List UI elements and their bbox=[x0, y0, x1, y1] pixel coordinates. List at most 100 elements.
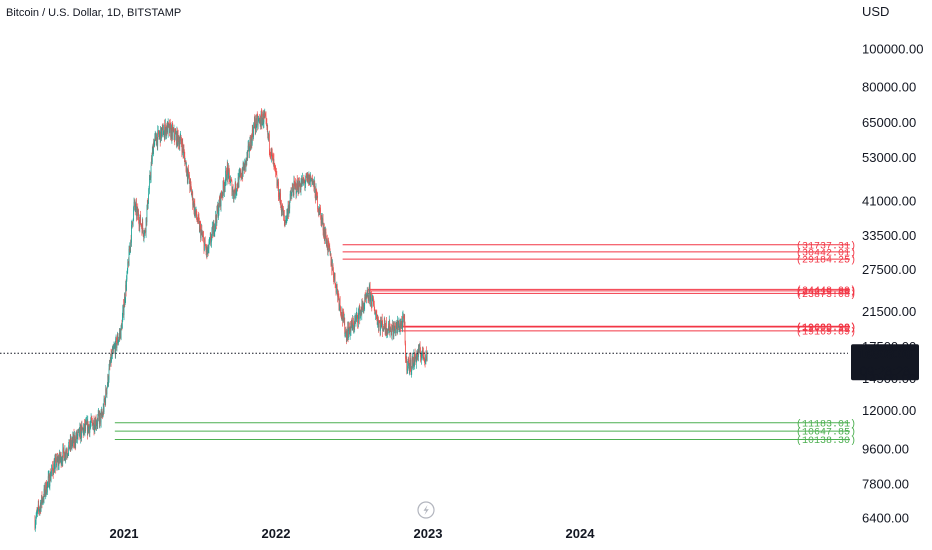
candle-body bbox=[291, 195, 292, 197]
candle-body bbox=[199, 224, 201, 231]
candle-body bbox=[326, 238, 328, 246]
candle-body bbox=[403, 318, 405, 323]
candle-body bbox=[138, 213, 139, 221]
candle-body bbox=[210, 242, 212, 243]
candle-body bbox=[179, 137, 181, 143]
candle-body bbox=[94, 429, 95, 431]
candle-body bbox=[243, 162, 244, 170]
candle-body bbox=[152, 146, 154, 152]
candle-body bbox=[271, 152, 273, 155]
candle-body bbox=[255, 118, 257, 128]
candle-body bbox=[97, 416, 99, 424]
candle-body bbox=[389, 321, 391, 334]
candle-body bbox=[194, 203, 195, 212]
candle-body bbox=[277, 182, 279, 188]
candle-body bbox=[59, 452, 60, 460]
replay-lightning-icon[interactable] bbox=[417, 501, 435, 519]
candle-body bbox=[382, 328, 384, 331]
candle-body bbox=[68, 445, 69, 454]
candle-body bbox=[226, 170, 227, 181]
candle-body bbox=[187, 170, 189, 174]
candle-body bbox=[153, 141, 155, 147]
candle-body bbox=[79, 426, 81, 439]
candle-body bbox=[296, 180, 298, 189]
candle-body bbox=[56, 457, 57, 466]
candle-body bbox=[326, 239, 327, 246]
candle-body bbox=[141, 222, 143, 234]
candle-body bbox=[261, 119, 263, 126]
candle-body bbox=[214, 232, 215, 234]
price-axis[interactable]: 6400.00 7800.00 9600.00 12000.00 14500.00 175… bbox=[862, 42, 923, 526]
candle-body bbox=[351, 320, 353, 325]
candle-body bbox=[122, 310, 124, 318]
level-label: (24219.80) bbox=[796, 286, 856, 298]
candle-body bbox=[253, 126, 254, 138]
candle-body bbox=[35, 516, 37, 521]
candle-body bbox=[39, 510, 40, 511]
candle-body bbox=[62, 460, 63, 463]
candle-body bbox=[35, 520, 37, 524]
candle-body bbox=[110, 353, 112, 363]
level-label: (10138.30) bbox=[796, 435, 856, 447]
candle-body bbox=[409, 363, 411, 371]
candle-body bbox=[137, 213, 139, 216]
candle-body bbox=[360, 310, 362, 313]
candle-body bbox=[385, 329, 386, 333]
candle-body bbox=[62, 447, 64, 449]
candle-body bbox=[39, 507, 41, 511]
candle-body bbox=[308, 175, 309, 184]
candle-body bbox=[357, 322, 359, 324]
candle-body bbox=[362, 302, 364, 308]
candle-body bbox=[340, 313, 342, 316]
candle-body bbox=[336, 286, 338, 287]
candle-body bbox=[340, 306, 341, 314]
candle-body bbox=[360, 310, 361, 313]
candle-body bbox=[402, 316, 404, 317]
candle-body bbox=[370, 293, 372, 296]
candle-body bbox=[278, 197, 280, 199]
candle-body bbox=[323, 228, 325, 239]
candle-body bbox=[318, 209, 320, 213]
candle-body bbox=[286, 210, 288, 219]
candle-body bbox=[303, 180, 305, 182]
candle-body bbox=[143, 235, 145, 237]
candle-body bbox=[209, 236, 211, 239]
candle-body bbox=[206, 252, 208, 254]
candle-body bbox=[385, 321, 387, 333]
candle-body bbox=[275, 167, 276, 172]
candle-body bbox=[129, 247, 131, 253]
candle-body bbox=[386, 321, 387, 334]
time-tick-label: 2024 bbox=[566, 526, 596, 541]
candle-body bbox=[252, 135, 254, 138]
candle-body bbox=[420, 356, 422, 361]
time-axis[interactable]: 2021 2022 2023 2024 bbox=[110, 526, 596, 541]
candle-body bbox=[301, 179, 303, 186]
candle-body bbox=[392, 325, 394, 328]
candle-body bbox=[255, 118, 256, 130]
candle-body bbox=[195, 209, 197, 214]
candle-body bbox=[330, 253, 331, 256]
candle-body bbox=[176, 130, 178, 145]
candle-body bbox=[380, 320, 381, 331]
candle-body bbox=[267, 126, 269, 135]
candle-body bbox=[126, 270, 128, 272]
candle-body bbox=[396, 323, 397, 329]
candle-body bbox=[227, 169, 229, 179]
candle-body bbox=[221, 194, 223, 197]
candle-body bbox=[391, 334, 393, 336]
candle-body bbox=[310, 176, 312, 179]
candle-body bbox=[213, 222, 215, 234]
candle-body bbox=[406, 369, 408, 371]
candle-body bbox=[149, 179, 150, 190]
candle-body bbox=[228, 167, 230, 170]
candle-body bbox=[80, 427, 82, 439]
candle-body bbox=[238, 173, 240, 188]
candle-body bbox=[356, 312, 358, 316]
candle-body bbox=[179, 142, 181, 148]
candle-body bbox=[241, 177, 242, 179]
candle-body bbox=[121, 324, 122, 326]
candle-body bbox=[73, 434, 74, 443]
candle-body bbox=[139, 219, 141, 227]
